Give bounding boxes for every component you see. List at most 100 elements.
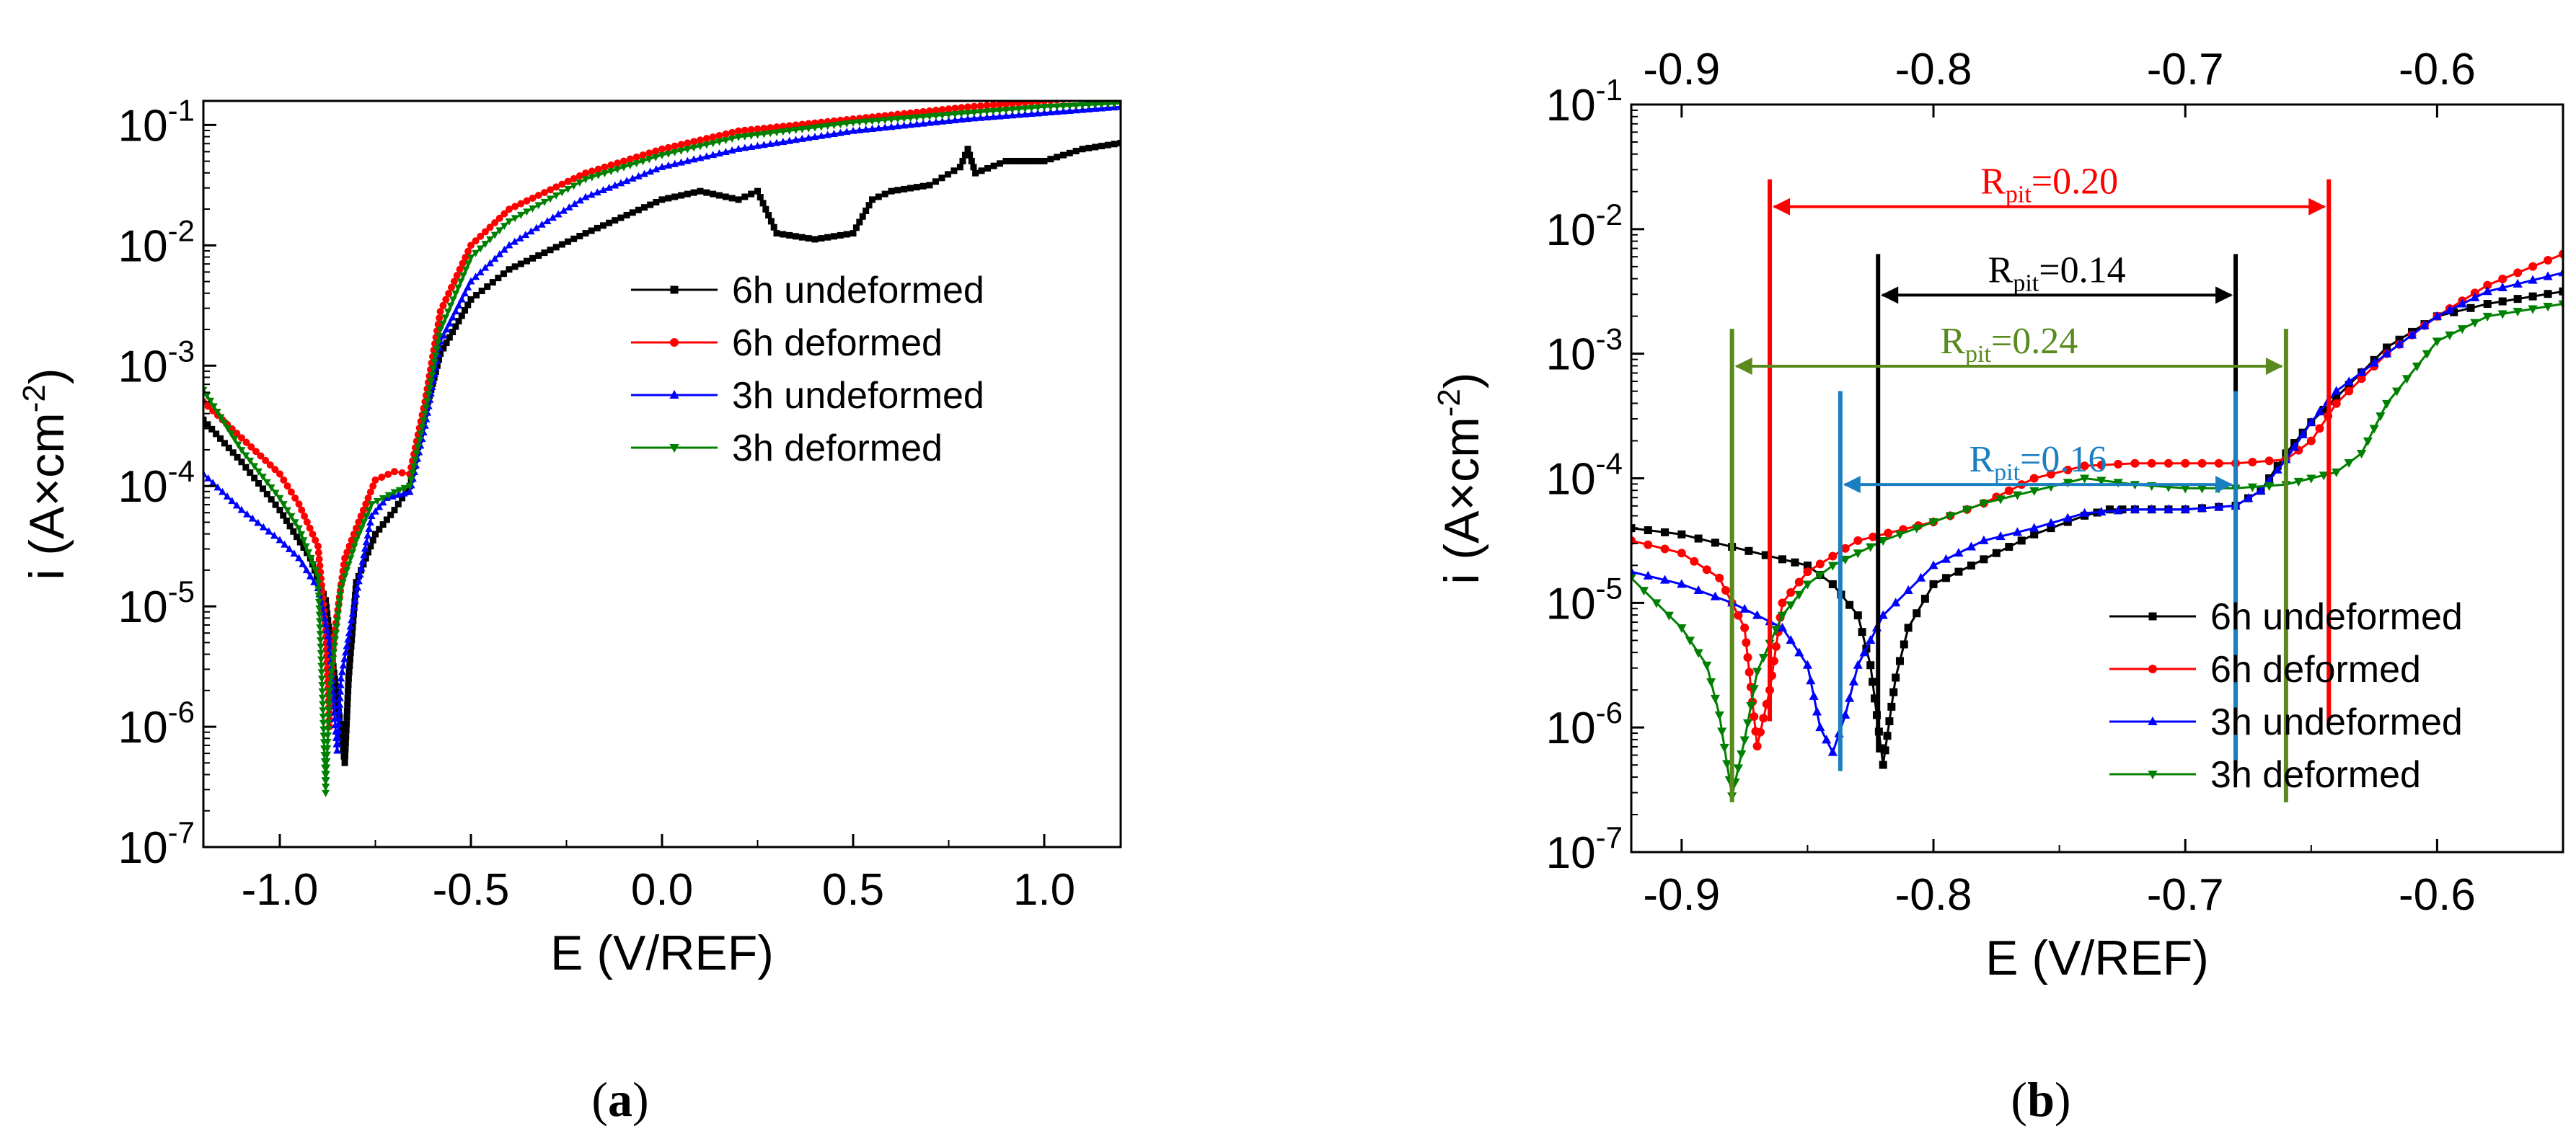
a-series-0-marker [338, 734, 345, 741]
a-series-3-marker [436, 327, 444, 334]
b-series-2-marker [2357, 367, 2367, 376]
a-series-2-marker [333, 740, 342, 748]
a-series-0-marker [765, 212, 772, 219]
b-series-3-marker [1722, 760, 1732, 769]
a-series-1-marker [436, 314, 444, 322]
a-series-0-marker [455, 317, 462, 324]
b-series-0-marker [1869, 678, 1877, 686]
a-series-3-marker [651, 154, 660, 161]
a-series-3-marker [330, 649, 338, 657]
b-series-0-marker [1661, 528, 1669, 536]
a-series-3-marker [421, 410, 429, 418]
a-series-3-marker [970, 109, 979, 117]
a-series-3-marker [438, 320, 447, 328]
a-series-0-marker [345, 675, 352, 682]
a-series-3-marker [332, 624, 341, 631]
a-series-1-marker [570, 174, 578, 182]
a-series-2-marker [652, 165, 661, 173]
a-legend-label: 6h undeformed [732, 270, 984, 311]
a-series-0-marker [950, 167, 958, 174]
b-series-2-marker [2445, 305, 2455, 314]
a-series-0-marker [964, 146, 971, 153]
a-series-3-marker [360, 519, 368, 527]
b-series-1-marker [1702, 565, 1711, 575]
b-top-tick-label: -0.8 [1895, 45, 1972, 94]
b-series-2-marker [2344, 376, 2354, 386]
b-series-3-marker [2306, 474, 2316, 484]
b-series-1-marker [1840, 544, 1850, 553]
b-series-0-marker [1694, 534, 1703, 543]
a-series-2-marker [371, 507, 379, 515]
a-series-0-marker [811, 236, 819, 243]
a-series-0-marker [238, 458, 245, 466]
rpit-2-label: Rpit=0.24 [1940, 321, 2078, 368]
a-series-2-marker [357, 564, 366, 572]
a-legend-marker [669, 444, 679, 453]
a-series-3-marker [798, 125, 806, 133]
b-series-2-marker [1815, 722, 1825, 732]
a-series-2-marker [565, 203, 573, 210]
b-series-2-marker [2394, 339, 2404, 348]
a-legend-label: 3h deformed [732, 427, 943, 469]
a-series-2-marker [1002, 112, 1010, 119]
a-series-3-marker [318, 682, 326, 689]
a-series-2-marker [593, 188, 601, 196]
a-series-3-marker [334, 611, 343, 619]
a-series-1-marker [353, 524, 360, 532]
b-series-0-marker [1711, 539, 1719, 547]
a-series-3-marker [203, 392, 211, 400]
b-series-3-marker [1693, 649, 1703, 658]
a-series-3-marker [1072, 102, 1080, 110]
panel-b-x-axis: -0.9 -0.8 -0.7 -0.6 [1643, 839, 2564, 920]
a-series-1-marker [355, 518, 363, 526]
a-series-0-marker [757, 194, 764, 201]
a-series-2-marker [804, 133, 813, 141]
a-series-1-marker [359, 506, 367, 514]
a-series-1-marker [462, 254, 469, 262]
b-series-3-marker [1945, 512, 1955, 521]
a-series-2-marker [1053, 107, 1062, 115]
b-series-0-marker [1954, 567, 1963, 576]
a-series-line-2 [203, 105, 1121, 752]
a-series-2-marker [439, 331, 448, 339]
a-series-0-marker [343, 720, 350, 727]
a-series-3-marker [632, 160, 641, 168]
b-series-3-marker [1894, 531, 1905, 540]
b-y-tick-label-base: 10 [1546, 205, 1596, 255]
a-series-0-marker [678, 192, 684, 199]
a-series-3-marker [540, 198, 549, 206]
b-series-3-marker [1979, 500, 1989, 509]
a-series-3-marker [317, 669, 326, 677]
a-series-3-marker [747, 132, 756, 140]
a-series-0-marker [984, 164, 992, 172]
b-series-2-marker [1786, 635, 1796, 644]
a-series-3-marker [210, 403, 218, 411]
a-series-1-marker [1002, 101, 1010, 108]
b-series-2-marker [2214, 502, 2224, 511]
b-series-0-marker [2450, 308, 2458, 316]
a-series-3-marker [433, 346, 441, 353]
a-series-3-marker [242, 452, 250, 460]
a-series-1-marker [760, 125, 768, 133]
a-series-1-marker [620, 157, 627, 165]
rpit-1-arrow-right [2215, 286, 2233, 304]
a-series-3-marker [346, 555, 355, 563]
a-series-1-marker [439, 301, 447, 309]
b-y-tick-label: 10-1 [1546, 73, 1623, 130]
b-series-1-marker [1853, 536, 1863, 545]
a-series-3-marker [340, 573, 349, 581]
a-series-2-marker [1033, 109, 1042, 117]
b-series-0-marker [2513, 295, 2522, 303]
a-series-2-marker [792, 136, 800, 143]
a-y-tick-label-base: 10 [118, 101, 168, 151]
a-series-3-marker [348, 549, 357, 557]
b-series-0-marker [2544, 290, 2552, 298]
a-series-0-marker [391, 507, 398, 514]
a-series-3-marker [418, 424, 426, 432]
b-series-2-marker [1809, 691, 1819, 700]
a-series-1-marker [287, 488, 295, 496]
a-series-3-marker [490, 231, 499, 239]
rpit-0-arrow-right [2308, 198, 2326, 216]
a-series-0-marker [541, 249, 548, 257]
a-series-3-marker [267, 484, 275, 492]
